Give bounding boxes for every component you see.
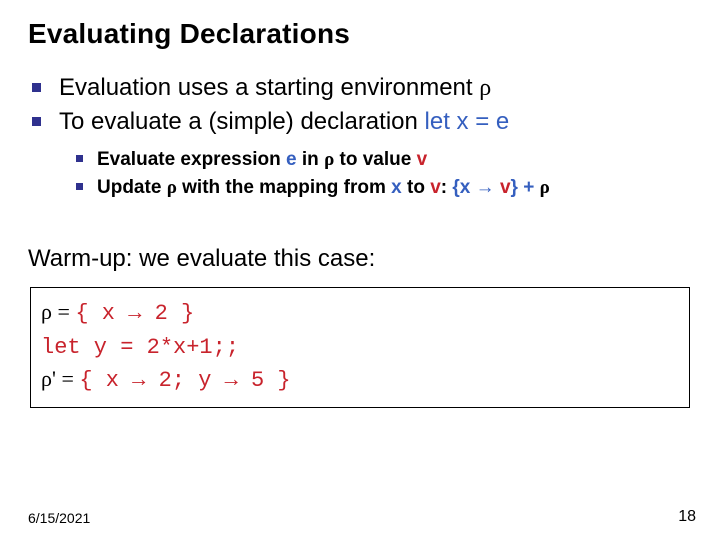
bullet-square-icon	[32, 83, 41, 92]
code-line-3: ρ' = { x → 2; y → 5 }	[41, 363, 679, 397]
warmup-heading: Warm-up: we evaluate this case:	[28, 245, 692, 273]
rho-prime-symbol: ρ'	[41, 366, 56, 391]
code-line-2: let y = 2*x+1;;	[41, 330, 679, 364]
arrow-symbol: →	[476, 177, 495, 198]
inner-bullet-list: Evaluate expression e in ρ to value v Up…	[76, 147, 692, 200]
slide: Evaluating Declarations Evaluation uses …	[0, 0, 720, 540]
text-fragment: Evaluation uses a starting environment	[59, 74, 479, 101]
outer-bullet-list: Evaluation uses a starting environment ρ…	[32, 72, 692, 201]
map-fragment: } +	[511, 177, 540, 198]
var-v: v	[500, 177, 511, 198]
outer-bullet-2: To evaluate a (simple) declaration let x…	[32, 106, 692, 137]
text-fragment: Update	[97, 177, 167, 198]
bullet-square-icon	[76, 155, 83, 162]
slide-title: Evaluating Declarations	[28, 18, 692, 50]
var-v: v	[430, 177, 441, 198]
page-number: 18	[678, 508, 696, 526]
outer-bullet-1: Evaluation uses a starting environment ρ	[32, 72, 692, 104]
rho-symbol: ρ	[479, 75, 491, 101]
code-fragment: { x → 2; y → 5 }	[79, 368, 290, 393]
text-fragment: =	[56, 366, 79, 391]
inner-bullet-1: Evaluate expression e in ρ to value v	[76, 147, 692, 173]
code-box: ρ = { x → 2 } let y = 2*x+1;; ρ' = { x →…	[30, 287, 690, 409]
outer-bullet-2-text: To evaluate a (simple) declaration let x…	[59, 106, 509, 137]
var-x: x	[391, 177, 402, 198]
text-fragment: in	[297, 149, 324, 170]
text-fragment: To evaluate a (simple) declaration	[59, 108, 425, 135]
map-fragment: {x	[452, 177, 475, 198]
rho-symbol: ρ	[324, 149, 334, 170]
footer-date: 6/15/2021	[28, 510, 90, 526]
code-fragment: let y = 2*x+1;;	[41, 335, 239, 360]
var-v: v	[417, 149, 428, 170]
inner-bullet-2-text: Update ρ with the mapping from x to v: {…	[97, 175, 550, 201]
inner-bullet-1-text: Evaluate expression e in ρ to value v	[97, 147, 427, 173]
text-fragment: to value	[334, 149, 416, 170]
rho-symbol: ρ	[540, 177, 550, 198]
bullet-square-icon	[76, 183, 83, 190]
rho-symbol: ρ	[41, 299, 52, 324]
text-fragment: with the mapping from	[177, 177, 391, 198]
code-fragment: { x → 2 }	[75, 301, 194, 326]
code-fragment: let x = e	[425, 108, 510, 135]
outer-bullet-1-text: Evaluation uses a starting environment ρ	[59, 72, 491, 104]
code-line-1: ρ = { x → 2 }	[41, 296, 679, 330]
text-fragment: =	[52, 299, 75, 324]
bullet-square-icon	[32, 117, 41, 126]
text-fragment: to	[402, 177, 431, 198]
var-e: e	[286, 149, 297, 170]
rho-symbol: ρ	[167, 177, 177, 198]
inner-bullet-2: Update ρ with the mapping from x to v: {…	[76, 175, 692, 201]
text-fragment: :	[441, 177, 453, 198]
text-fragment: Evaluate expression	[97, 149, 286, 170]
